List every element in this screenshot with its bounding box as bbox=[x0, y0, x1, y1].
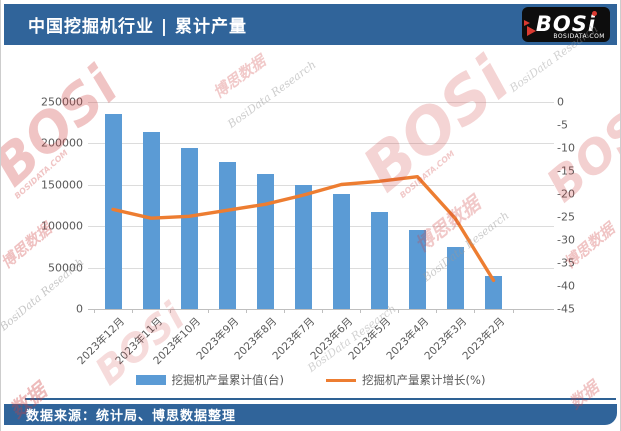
bar bbox=[408, 230, 426, 309]
right-axis-tick-label: -15 bbox=[557, 164, 575, 178]
x-axis-tick bbox=[132, 309, 134, 313]
bar bbox=[142, 131, 160, 309]
line-series-label: 挖掘机产量累计增长(%) bbox=[362, 373, 486, 387]
page-title: 中国挖掘机行业 | 累计产量 bbox=[28, 17, 248, 37]
x-axis-tick bbox=[208, 309, 210, 313]
x-axis-tick bbox=[284, 309, 286, 313]
right-axis-tick-label: -45 bbox=[557, 302, 575, 316]
bar-series-swatch bbox=[135, 375, 166, 385]
logo-text-main: BOS bbox=[535, 12, 588, 36]
x-axis-tick bbox=[512, 309, 514, 313]
right-axis-tick-label: -20 bbox=[557, 187, 575, 201]
left-axis-tick-label: 0 bbox=[76, 302, 83, 316]
bar bbox=[218, 161, 236, 309]
bar-series-label: 挖掘机产量累计值(台) bbox=[171, 373, 285, 387]
right-axis-tick-label: -25 bbox=[557, 210, 575, 224]
x-axis-tick bbox=[322, 309, 324, 313]
right-axis-tick-label: -5 bbox=[557, 118, 568, 132]
x-axis-tick bbox=[170, 309, 172, 313]
bosi-logo: BOSi BOSIDATA.COM bbox=[522, 7, 610, 42]
watermark-text: BosiData Research bbox=[225, 58, 319, 131]
bar bbox=[256, 174, 274, 309]
bar bbox=[446, 246, 464, 309]
bar bbox=[180, 147, 198, 309]
bar bbox=[370, 211, 388, 309]
logo-triangle-icon bbox=[527, 26, 536, 36]
gridline bbox=[88, 101, 554, 103]
logo-domain-text: BOSIDATA.COM bbox=[553, 33, 605, 40]
x-axis-tick bbox=[246, 309, 248, 313]
bar bbox=[294, 184, 312, 309]
watermark-text: BosiData Research bbox=[420, 208, 512, 285]
left-axis-tick-label: 50000 bbox=[48, 261, 83, 274]
legend-item-line: 挖掘机产量累计增长(%) bbox=[326, 372, 485, 388]
logo-text-i: i bbox=[587, 12, 597, 36]
left-axis-tick-label: 250000 bbox=[41, 95, 83, 108]
right-axis-tick-label: 0 bbox=[557, 95, 564, 108]
right-axis-tick-label: -35 bbox=[557, 256, 575, 270]
x-axis-tick bbox=[360, 309, 362, 313]
right-axis-tick-label: -10 bbox=[557, 141, 575, 155]
left-axis-tick-label: 150000 bbox=[41, 178, 83, 191]
bar bbox=[485, 276, 502, 309]
watermark-text: BOSIDATA.COM bbox=[398, 149, 457, 200]
bar bbox=[332, 194, 350, 309]
logo-triangle-small-icon bbox=[524, 20, 530, 26]
footer-bar: 数据来源：统计局、博思数据整理 bbox=[4, 404, 617, 425]
gridline bbox=[88, 143, 554, 144]
bar bbox=[104, 113, 122, 309]
x-axis-tick bbox=[436, 309, 438, 313]
line-series-swatch bbox=[326, 378, 357, 382]
footer-divider bbox=[25, 398, 616, 400]
x-axis-tick bbox=[474, 309, 476, 313]
legend: 挖掘机产量累计值(台) 挖掘机产量累计增长(%) bbox=[1, 372, 620, 388]
header-bar: 中国挖掘机行业 | 累计产量 BOSi BOSIDATA.COM bbox=[4, 4, 617, 45]
right-axis-tick-label: -40 bbox=[557, 279, 575, 293]
left-axis-tick-label: 100000 bbox=[41, 219, 83, 233]
watermark-text: BOSi bbox=[348, 43, 523, 206]
watermark-text: 博思数据 bbox=[209, 51, 269, 102]
data-source-text: 数据来源：统计局、博思数据整理 bbox=[26, 409, 237, 424]
left-axis-tick-label: 200000 bbox=[41, 136, 83, 150]
x-axis-line bbox=[88, 309, 554, 310]
right-axis-tick-label: -30 bbox=[557, 233, 575, 247]
x-axis-tick bbox=[93, 309, 95, 313]
legend-item-bar: 挖掘机产量累计值(台) bbox=[135, 372, 285, 388]
x-axis-tick bbox=[398, 309, 400, 313]
watermark-text: BOSIDATA.COM bbox=[12, 148, 70, 201]
